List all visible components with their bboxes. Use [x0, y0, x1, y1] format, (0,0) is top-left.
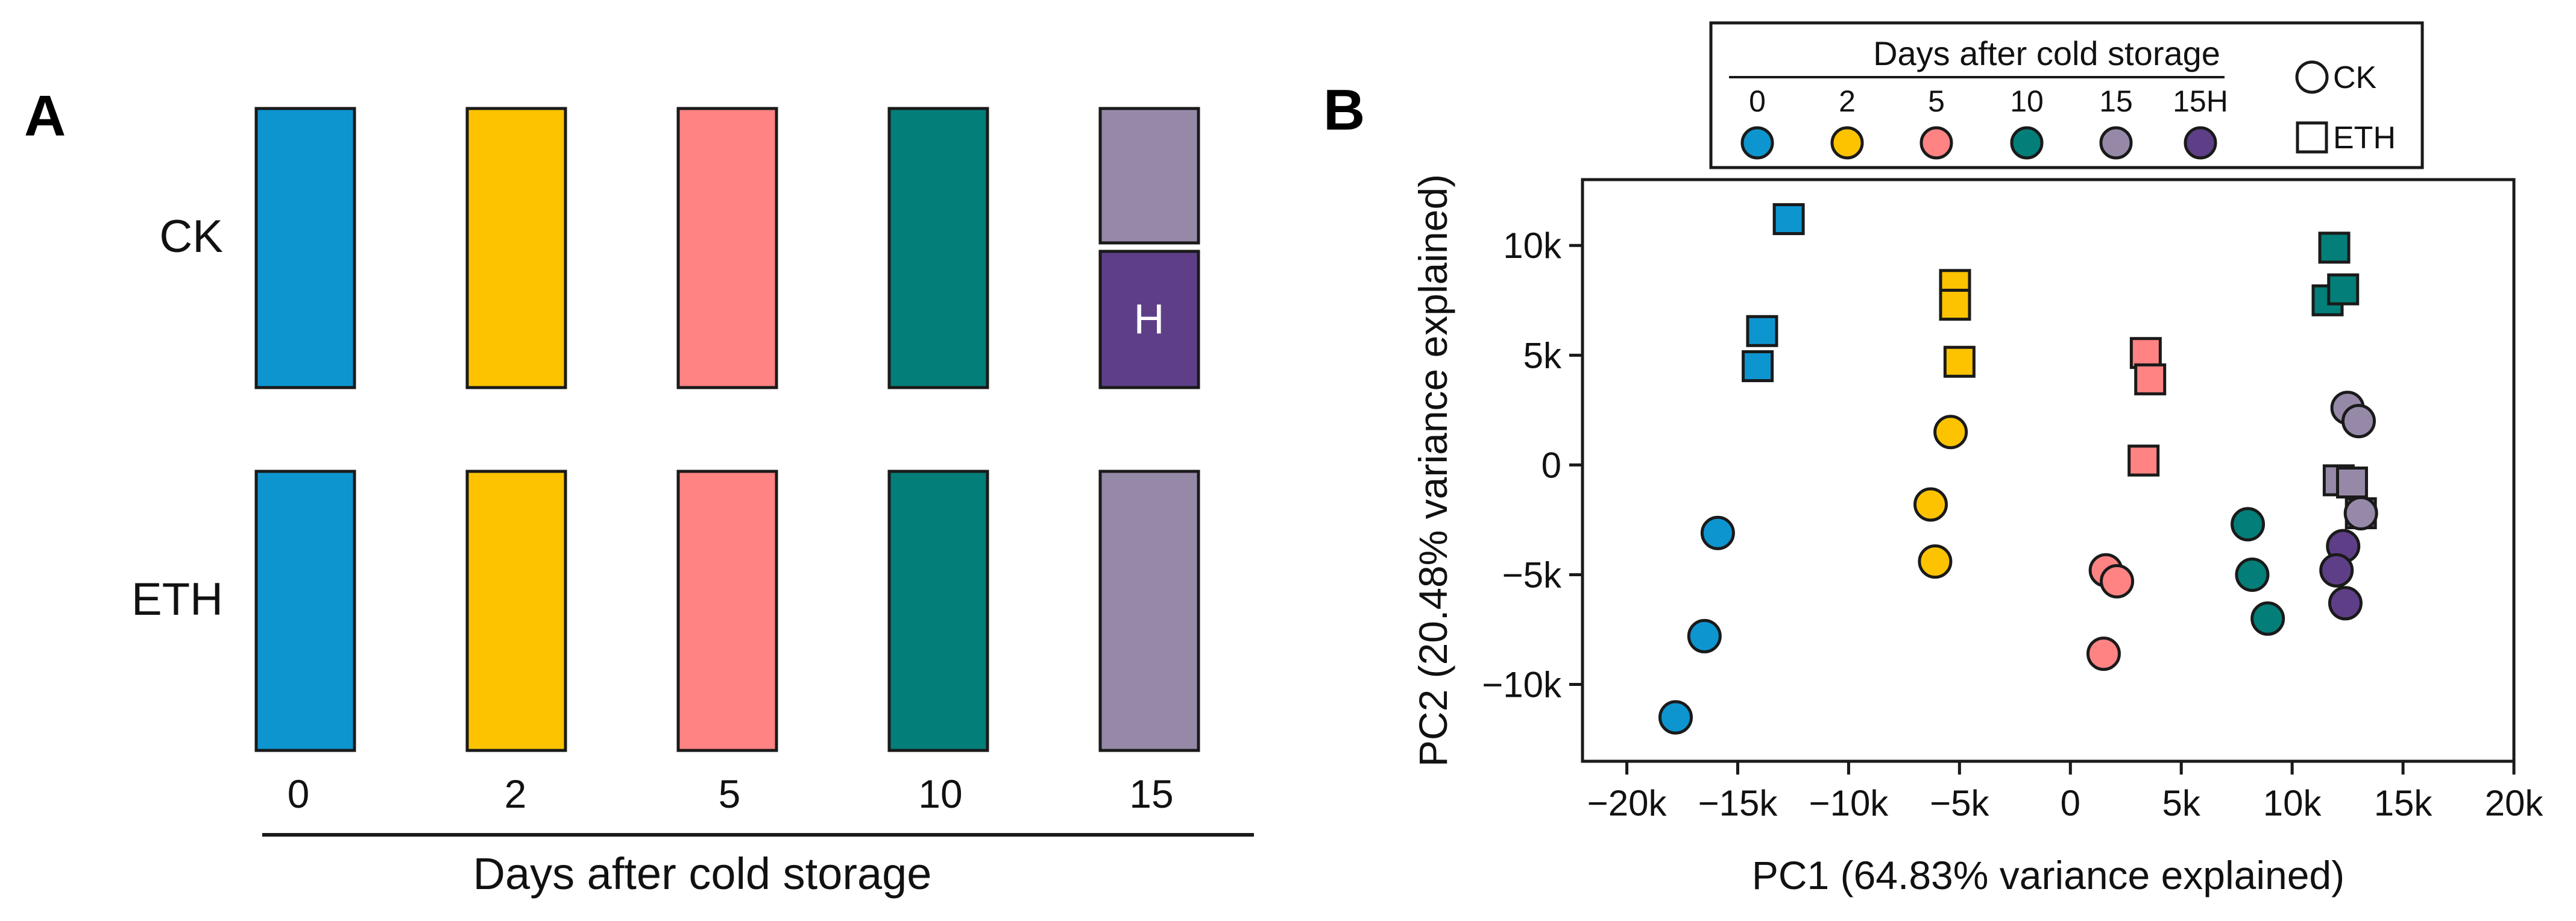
point-day2-ck [1918, 544, 1953, 579]
row-label-eth: ETH [131, 574, 223, 625]
legend-title: Days after cold storage [1873, 34, 2220, 72]
scatter-points [1658, 203, 2378, 735]
legend-day-label-10: 10 [2010, 84, 2044, 118]
panel-b-letter: B [1323, 78, 1365, 142]
legend-day-label-2: 2 [1839, 84, 1856, 118]
legend-eth-square-icon [2296, 121, 2328, 154]
block-ck-day0 [254, 107, 356, 389]
x-tick-label: 15k [2374, 783, 2433, 823]
legend-ck-circle-icon [2295, 60, 2329, 94]
x-tick-label: 20k [2485, 783, 2544, 823]
block-eth-day2 [465, 470, 567, 752]
row-label-ck: CK [159, 211, 223, 262]
day-label-5: 5 [719, 772, 741, 816]
legend-ck-label: CK [2333, 60, 2377, 95]
block-eth-day5 [676, 470, 778, 752]
point-day5-ck [2100, 564, 2135, 599]
point-day0-ck [1658, 700, 1693, 735]
point-day15-ck [2343, 496, 2378, 531]
x-tick-label: −15k [1698, 783, 1778, 823]
point-day2-eth [1943, 345, 1976, 378]
split-label-h: H [1134, 295, 1165, 342]
legend-day-label-0: 0 [1749, 84, 1766, 118]
point-day0-eth [1772, 203, 1805, 236]
block-ck-day5 [676, 107, 778, 389]
x-axis-label: PC1 (64.83% variance explained) [1752, 853, 2345, 897]
day-label-15: 15 [1129, 772, 1173, 816]
x-tick-label: −5k [1930, 783, 1989, 823]
panel-a: A CK ETH H 0 2 5 10 15 Days after cold s… [24, 84, 1254, 899]
point-day10-eth [2327, 273, 2360, 306]
legend: Days after cold storage 0 2 5 10 15 15H … [1709, 21, 2424, 169]
y-axis-ticks: −10k −5k 0 5k 10k [1482, 225, 1582, 705]
plot-frame [1581, 178, 2516, 763]
panel-a-xlabel: Days after cold storage [473, 849, 932, 899]
block-ck-day15-upper [1098, 107, 1200, 245]
point-day5-eth [2129, 337, 2162, 369]
point-day15-ck [2341, 404, 2376, 439]
y-tick-label: −10k [1482, 665, 1562, 705]
day-label-0: 0 [288, 772, 310, 816]
point-day0-eth [1746, 315, 1778, 347]
point-day2-eth [1939, 289, 1971, 321]
legend-eth-label: ETH [2333, 121, 2396, 156]
point-day10-ck [2250, 601, 2285, 636]
legend-swatch-day2 [1830, 126, 1864, 160]
x-tick-label: 10k [2263, 783, 2322, 823]
block-eth-day15 [1098, 470, 1200, 752]
day-label-2: 2 [505, 772, 527, 816]
y-tick-label: −5k [1502, 555, 1562, 595]
legend-day-label-15h: 15H [2173, 84, 2228, 118]
point-day5-eth [2134, 363, 2167, 395]
x-tick-label: 0 [2061, 783, 2080, 823]
x-axis-ticks: −20k −15k −10k −5k 0 5k 10k 15k 20k [1587, 761, 2544, 823]
y-tick-label: 10k [1503, 225, 1562, 266]
legend-swatch-day10 [2010, 126, 2044, 160]
point-day5-eth [2127, 444, 2160, 477]
panel-b: B Days after cold storage 0 2 5 10 15 15… [1323, 21, 2544, 897]
legend-swatch-day0 [1740, 126, 1774, 160]
point-day0-eth [1742, 350, 1774, 383]
point-day10-ck [2235, 557, 2270, 592]
point-day0-ck [1700, 515, 1735, 550]
point-day15h-ck [2328, 586, 2363, 621]
legend-swatch-day5 [1919, 126, 1953, 160]
legend-day-label-5: 5 [1928, 84, 1945, 118]
block-ck-day2 [465, 107, 567, 389]
legend-swatch-day15h [2184, 126, 2217, 160]
day-label-10: 10 [918, 772, 962, 816]
x-tick-label: −10k [1809, 783, 1889, 823]
block-eth-day0 [254, 470, 356, 752]
point-day10-eth [2318, 231, 2351, 264]
legend-swatch-day15 [2099, 126, 2133, 160]
x-tick-label: −20k [1587, 783, 1667, 823]
point-day5-ck [2086, 637, 2121, 671]
x-tick-label: 5k [2162, 783, 2201, 823]
point-day2-ck [1933, 415, 1968, 450]
y-tick-label: 5k [1523, 335, 1562, 376]
legend-day-label-15: 15 [2099, 84, 2133, 118]
point-day2-ck [1913, 487, 1948, 522]
point-day15-eth [2335, 467, 2368, 499]
block-eth-day10 [887, 470, 989, 752]
point-day15h-ck [2319, 553, 2354, 588]
point-day10-ck [2231, 507, 2266, 542]
y-tick-label: 0 [1542, 445, 1561, 485]
point-day0-ck [1687, 618, 1722, 653]
y-axis-label: PC2 (20.48% variance explained) [1411, 174, 1455, 767]
block-ck-day10 [887, 107, 989, 389]
panel-a-letter: A [24, 84, 66, 148]
block-ck-day15H [1098, 250, 1200, 389]
